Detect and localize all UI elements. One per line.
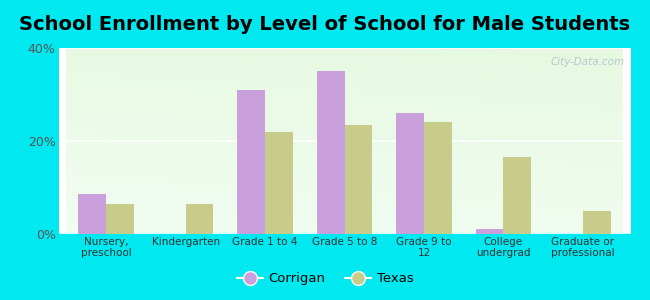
Bar bbox=[79, 194, 106, 234]
Bar bbox=[503, 157, 531, 234]
Bar bbox=[424, 122, 452, 234]
Bar bbox=[106, 204, 134, 234]
Bar bbox=[186, 204, 213, 234]
Text: City-Data.com: City-Data.com bbox=[551, 57, 625, 67]
Bar bbox=[237, 90, 265, 234]
Legend: Corrigan, Texas: Corrigan, Texas bbox=[231, 267, 419, 290]
Bar bbox=[317, 71, 345, 234]
Bar bbox=[583, 211, 610, 234]
Text: School Enrollment by Level of School for Male Students: School Enrollment by Level of School for… bbox=[20, 15, 630, 34]
Bar bbox=[396, 113, 424, 234]
Bar bbox=[344, 125, 372, 234]
Bar bbox=[476, 229, 503, 234]
Bar bbox=[265, 132, 293, 234]
